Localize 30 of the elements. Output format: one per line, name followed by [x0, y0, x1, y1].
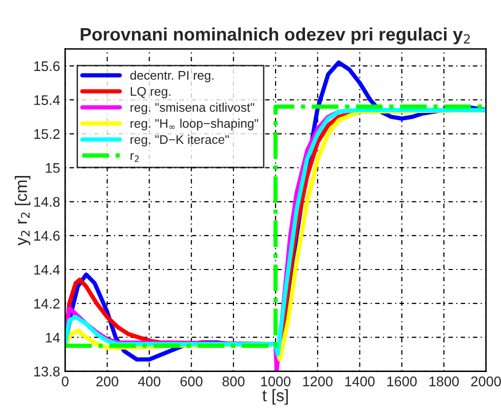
y-tick-label: 14 [46, 332, 60, 342]
x-tick-label: 400 [138, 376, 160, 386]
legend-label: reg. "smisena citlivost" [130, 102, 254, 114]
x-tick-label: 1400 [345, 376, 375, 386]
legend-label: LQ reg. [130, 86, 170, 98]
y-tick-label: 15 [46, 163, 60, 173]
chart-title: Porovnani nominalnich odezev pri regulaci y$_{2}$ [80, 27, 470, 44]
x-tick-label: 0 [62, 376, 68, 386]
x-tick-label: 200 [96, 376, 118, 386]
y-tick-label: 15.4 [34, 95, 60, 106]
x-tick-label: 600 [180, 376, 202, 386]
x-tick-label: 1600 [387, 376, 417, 386]
legend-label: reg. "H$_{∞}$ loop−shaping" [130, 118, 258, 130]
y-tick-label: 13.8 [34, 366, 60, 376]
x-tick-label: 2000 [471, 376, 501, 386]
x-tick-label: 1800 [430, 376, 459, 386]
y-tick-label: 14.4 [34, 264, 60, 275]
x-tick-label: 1000 [261, 376, 290, 386]
x-tick-label: 1200 [303, 376, 333, 386]
y-tick-label: 14.8 [34, 196, 60, 207]
y-tick-label: 14.6 [34, 230, 60, 241]
legend-label: reg. "D−K iterace" [130, 134, 229, 146]
y-tick-label: 14.2 [34, 298, 60, 308]
x-tick-label: 800 [222, 376, 245, 386]
y-tick-label: 15.6 [34, 61, 60, 72]
x-axis-title: t [s] [262, 389, 288, 405]
y-axis-title: y$_{2}$ r$_{2}$ [cm] [14, 176, 30, 246]
legend-label: decentr. PI reg. [130, 70, 214, 82]
y-tick-label: 15.2 [34, 129, 60, 139]
legend-label: r$_{2}$ [130, 153, 139, 162]
